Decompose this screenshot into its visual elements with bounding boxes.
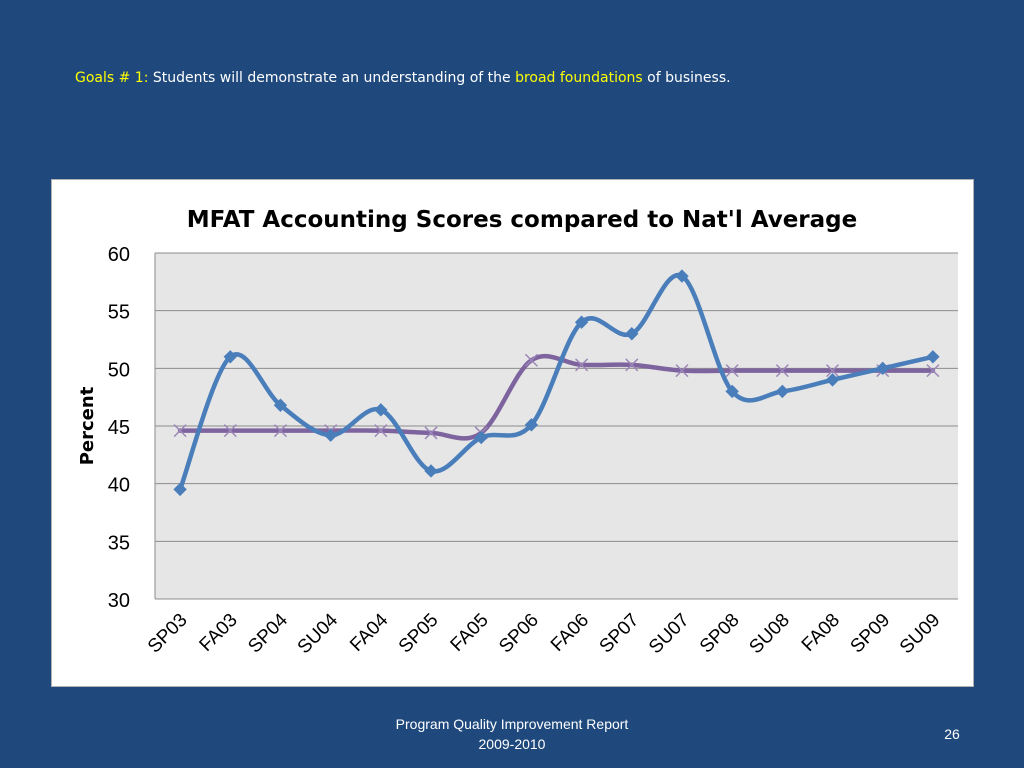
y-tick-label: 45 <box>108 417 130 439</box>
data-point <box>223 424 237 438</box>
y-axis-label: Percent <box>77 386 98 465</box>
data-point <box>826 364 840 378</box>
data-point <box>374 424 388 438</box>
data-point <box>273 424 287 438</box>
chart-title: MFAT Accounting Scores compared to Nat'l… <box>187 207 857 233</box>
x-tick-label: SU08 <box>745 610 793 658</box>
goal-statement: Goals # 1: Students will demonstrate an … <box>75 70 731 86</box>
data-point <box>675 364 689 378</box>
gridlines <box>154 252 958 600</box>
goal-text-after: of business. <box>647 70 731 86</box>
data-point <box>825 373 840 387</box>
data-point <box>926 350 940 364</box>
data-point <box>876 361 890 376</box>
data-point <box>524 418 539 432</box>
data-point <box>775 384 790 399</box>
y-tick-label: 50 <box>108 359 130 381</box>
data-point <box>273 398 288 412</box>
data-point <box>625 358 639 372</box>
y-tick-label: 40 <box>108 475 130 497</box>
x-tick-label: SP08 <box>696 610 744 658</box>
data-point <box>424 426 438 440</box>
series-layer <box>173 269 940 497</box>
data-point <box>775 364 789 378</box>
x-tick-label: SP06 <box>495 610 543 658</box>
x-tick-label: FA03 <box>196 610 242 656</box>
x-tick-label: SU07 <box>645 610 693 658</box>
x-tick-label: SP09 <box>847 610 895 658</box>
x-tick-label: FA06 <box>547 610 593 656</box>
goal-highlight: broad foundations <box>515 70 643 86</box>
data-point <box>625 327 639 341</box>
goal-text-before: Students will demonstrate an understandi… <box>152 70 511 86</box>
data-point <box>575 358 589 372</box>
data-point <box>474 430 488 445</box>
y-tick-label: 60 <box>108 244 130 266</box>
x-tick-label: FA08 <box>798 610 844 656</box>
series-line-national <box>177 353 936 441</box>
data-point <box>223 350 237 364</box>
data-point <box>323 428 338 442</box>
data-point <box>173 482 187 497</box>
data-point <box>173 424 187 438</box>
x-axis-ticks: SP03 FA03 SP04 SU04 FA04 SP05 FA05 SP06 FA06 SP07… <box>144 609 945 658</box>
data-point <box>424 464 438 478</box>
footer-year: 2009-2010 <box>478 736 546 752</box>
goal-label: Goals # 1: <box>75 70 149 86</box>
data-point <box>926 364 940 378</box>
data-point <box>374 403 388 417</box>
x-tick-label: SP04 <box>244 609 292 657</box>
footer-report: Program Quality Improvement Report 2009-… <box>312 714 712 754</box>
x-tick-label: FA04 <box>346 609 393 656</box>
data-point <box>725 364 739 378</box>
data-point <box>675 269 689 283</box>
chart-panel: 30 35 40 45 50 55 60 SP03 FA03 SP04 SU04 FA04 SP05 F… <box>51 179 974 687</box>
footer-title: Program Quality Improvement Report <box>395 716 629 732</box>
x-tick-label: FA05 <box>447 610 493 656</box>
y-tick-label: 35 <box>108 532 130 554</box>
x-tick-label: SP07 <box>596 610 644 658</box>
x-tick-label: SU09 <box>896 610 944 658</box>
x-tick-label: SP05 <box>395 610 443 658</box>
x-tick-label: SU04 <box>294 609 343 658</box>
y-tick-label: 30 <box>108 590 130 612</box>
data-point <box>524 353 538 367</box>
data-point <box>725 384 739 399</box>
y-tick-label: 55 <box>108 302 130 324</box>
data-point <box>574 315 589 329</box>
y-axis-ticks: 30 35 40 45 50 55 60 <box>108 244 130 612</box>
x-tick-label: SP03 <box>144 610 192 658</box>
page-number: 26 <box>944 726 960 742</box>
